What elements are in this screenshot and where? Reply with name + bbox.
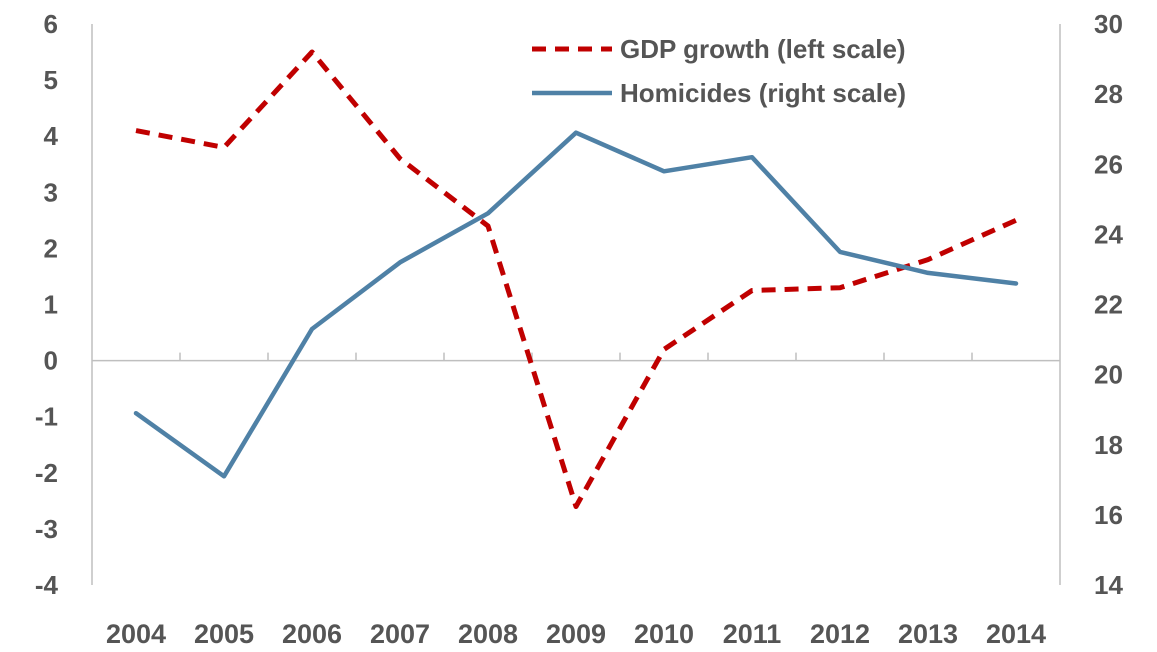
left-tick-label: 6 — [44, 9, 58, 39]
x-tick-label: 2005 — [194, 619, 254, 647]
x-axis-ticks: 2004 2005 2006 2007 2008 2009 2010 2011 2012 2013… — [106, 619, 1046, 647]
x-tick-label: 2006 — [282, 619, 342, 647]
left-tick-label: 1 — [44, 290, 58, 320]
left-tick-label: -4 — [35, 570, 59, 600]
legend-label: Homicides (right scale) — [620, 78, 906, 108]
right-tick-label: 24 — [1094, 219, 1123, 249]
left-tick-label: 0 — [44, 346, 58, 376]
left-tick-label: -2 — [35, 458, 58, 488]
left-tick-label: 3 — [44, 177, 58, 207]
legend: GDP growth (left scale) Homicides (right … — [532, 34, 906, 108]
right-tick-label: 22 — [1094, 290, 1123, 320]
axes — [92, 24, 1060, 585]
left-axis-ticks: 6 5 4 3 2 1 0 -1 -2 -3 -4 — [35, 9, 59, 600]
left-tick-label: -1 — [35, 402, 58, 432]
x-tick-label: 2011 — [723, 619, 782, 647]
right-tick-label: 14 — [1094, 570, 1123, 600]
x-tick-label: 2013 — [898, 619, 958, 647]
x-tick-label: 2007 — [370, 619, 430, 647]
left-tick-label: -3 — [35, 514, 58, 544]
right-tick-label: 26 — [1094, 149, 1123, 179]
right-tick-label: 16 — [1094, 500, 1123, 530]
left-tick-label: 2 — [44, 233, 58, 263]
series-lines — [136, 52, 1016, 507]
right-tick-label: 20 — [1094, 360, 1123, 390]
x-tick-label: 2012 — [810, 619, 870, 647]
right-tick-label: 28 — [1094, 79, 1123, 109]
right-tick-label: 30 — [1094, 9, 1123, 39]
x-tick-label: 2010 — [634, 619, 694, 647]
x-tick-label: 2004 — [106, 619, 166, 647]
left-tick-label: 5 — [44, 65, 58, 95]
gdp-growth-series-line — [136, 52, 1016, 507]
right-axis-ticks: 30 28 26 24 22 20 18 16 14 — [1094, 9, 1123, 600]
homicides-series-line — [136, 133, 1016, 477]
x-tick-label: 2014 — [986, 619, 1046, 647]
x-tick-label: 2009 — [546, 619, 606, 647]
left-tick-label: 4 — [44, 121, 59, 151]
right-tick-label: 18 — [1094, 430, 1123, 460]
x-tick-label: 2008 — [458, 619, 518, 647]
legend-label: GDP growth (left scale) — [620, 34, 906, 64]
